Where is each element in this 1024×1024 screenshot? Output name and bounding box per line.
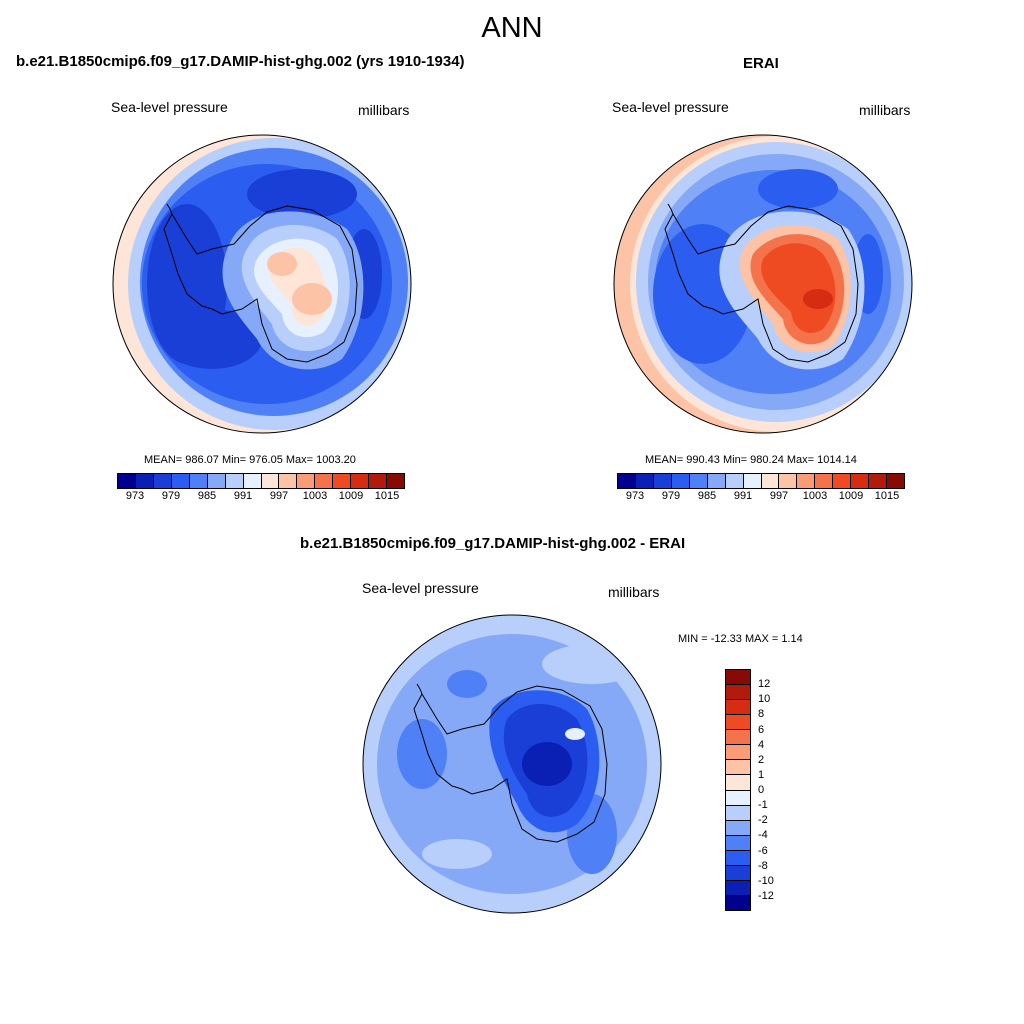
colorbar-swatch [297, 474, 316, 488]
obs-panel-title: ERAI [743, 55, 779, 72]
colorbar-tick-label: 2 [758, 753, 765, 766]
colorbar-swatch [851, 474, 870, 488]
colorbar-swatch [726, 730, 750, 746]
diff-colorbar [725, 669, 751, 911]
colorbar-swatch [725, 474, 744, 488]
colorbar-swatch [726, 835, 750, 851]
colorbar-swatch [189, 474, 208, 488]
model-polar-map [112, 134, 412, 434]
colorbar-swatch [726, 880, 750, 896]
colorbar-swatch [726, 700, 750, 716]
colorbar-tick-label: 1009 [338, 490, 364, 502]
diff-polar-map [362, 614, 662, 914]
colorbar-swatch [315, 474, 334, 488]
colorbar-tick-label: 1015 [874, 490, 900, 502]
colorbar-swatch [726, 745, 750, 761]
obs-units-label: millibars [859, 102, 911, 118]
diff-units-label: millibars [608, 584, 660, 600]
colorbar-swatch [635, 474, 654, 488]
colorbar-tick-label: 979 [161, 490, 181, 502]
colorbar-tick-label: 12 [758, 678, 771, 691]
colorbar-tick-label: 1009 [838, 490, 864, 502]
colorbar-swatch [707, 474, 726, 488]
colorbar-tick-label: 979 [661, 490, 681, 502]
colorbar-swatch [726, 790, 750, 806]
colorbar-swatch [671, 474, 690, 488]
colorbar-tick-label: 4 [758, 738, 765, 751]
colorbar-tick-label: 973 [125, 490, 145, 502]
colorbar-tick-label: 1003 [302, 490, 328, 502]
diff-colorbar-ticks: 12 10 8 6 4 2 1 0 -1 -2 -4 -6 -8 -10 -12 [752, 669, 792, 911]
figure-title: ANN [481, 12, 543, 44]
colorbar-swatch [887, 474, 904, 488]
colorbar-swatch [153, 474, 172, 488]
colorbar-tick-label: -2 [758, 814, 768, 827]
obs-polar-map [613, 134, 913, 434]
diff-variable-label: Sea-level pressure [362, 580, 479, 596]
colorbar-tick-label: 10 [758, 693, 771, 706]
colorbar-swatch [761, 474, 780, 488]
model-units-label: millibars [358, 102, 410, 118]
colorbar-swatch [726, 685, 750, 701]
colorbar-swatch [726, 715, 750, 731]
colorbar-swatch [726, 760, 750, 776]
colorbar-swatch [225, 474, 244, 488]
colorbar-tick-label: -1 [758, 799, 768, 812]
obs-stats: MEAN= 990.43 Min= 980.24 Max= 1014.14 [645, 454, 857, 466]
colorbar-tick-label: 1003 [802, 490, 828, 502]
colorbar-tick-label: 1 [758, 768, 765, 781]
colorbar-swatch [171, 474, 190, 488]
obs-colorbar: 973 979 985 991 997 1003 1009 1015 [617, 473, 905, 503]
colorbar-tick-label: 985 [697, 490, 717, 502]
colorbar-swatch [653, 474, 672, 488]
colorbar-tick-label: 0 [758, 784, 765, 796]
colorbar-tick-label: 991 [733, 490, 753, 502]
colorbar-swatch [833, 474, 852, 488]
model-variable-label: Sea-level pressure [111, 99, 228, 115]
colorbar-tick-label: 1015 [374, 490, 400, 502]
colorbar-tick-label: -12 [758, 889, 774, 902]
colorbar-swatch [207, 474, 226, 488]
colorbar-swatch [726, 865, 750, 881]
colorbar-swatch [726, 820, 750, 836]
colorbar-swatch [726, 670, 750, 686]
colorbar-swatch [726, 805, 750, 821]
diff-min-max: MIN = -12.33 MAX = 1.14 [678, 633, 803, 645]
colorbar-tick-label: -4 [758, 829, 768, 842]
model-stats: MEAN= 986.07 Min= 976.05 Max= 1003.20 [144, 454, 356, 466]
colorbar-tick-label: -8 [758, 859, 768, 872]
colorbar-tick-label: 997 [769, 490, 789, 502]
colorbar-swatch [726, 775, 750, 791]
colorbar-swatch [387, 474, 404, 488]
colorbar-swatch [279, 474, 298, 488]
colorbar-tick-label: -6 [758, 844, 768, 857]
colorbar-swatch [779, 474, 798, 488]
model-panel-title: b.e21.B1850cmip6.f09_g17.DAMIP-hist-ghg.… [16, 53, 465, 70]
colorbar-swatch [351, 474, 370, 488]
colorbar-tick-label: 991 [233, 490, 253, 502]
colorbar-swatch [369, 474, 388, 488]
obs-variable-label: Sea-level pressure [612, 99, 729, 115]
colorbar-swatch [243, 474, 262, 488]
colorbar-swatch [333, 474, 352, 488]
colorbar-swatch [815, 474, 834, 488]
model-colorbar: 973 979 985 991 997 1003 1009 1015 [117, 473, 405, 503]
colorbar-swatch [261, 474, 280, 488]
colorbar-swatch [726, 850, 750, 866]
colorbar-tick-label: -10 [758, 874, 774, 887]
diff-panel-title: b.e21.B1850cmip6.f09_g17.DAMIP-hist-ghg.… [300, 535, 686, 552]
colorbar-tick-label: 985 [197, 490, 217, 502]
colorbar-swatch [797, 474, 816, 488]
colorbar-swatch [743, 474, 762, 488]
colorbar-tick-label: 8 [758, 708, 765, 721]
colorbar-tick-label: 973 [625, 490, 645, 502]
colorbar-tick-label: 6 [758, 723, 765, 736]
colorbar-swatch [618, 474, 636, 488]
colorbar-swatch [135, 474, 154, 488]
colorbar-tick-label: 997 [269, 490, 289, 502]
colorbar-swatch [118, 474, 136, 488]
colorbar-swatch [689, 474, 708, 488]
colorbar-swatch [726, 895, 750, 910]
colorbar-swatch [869, 474, 888, 488]
